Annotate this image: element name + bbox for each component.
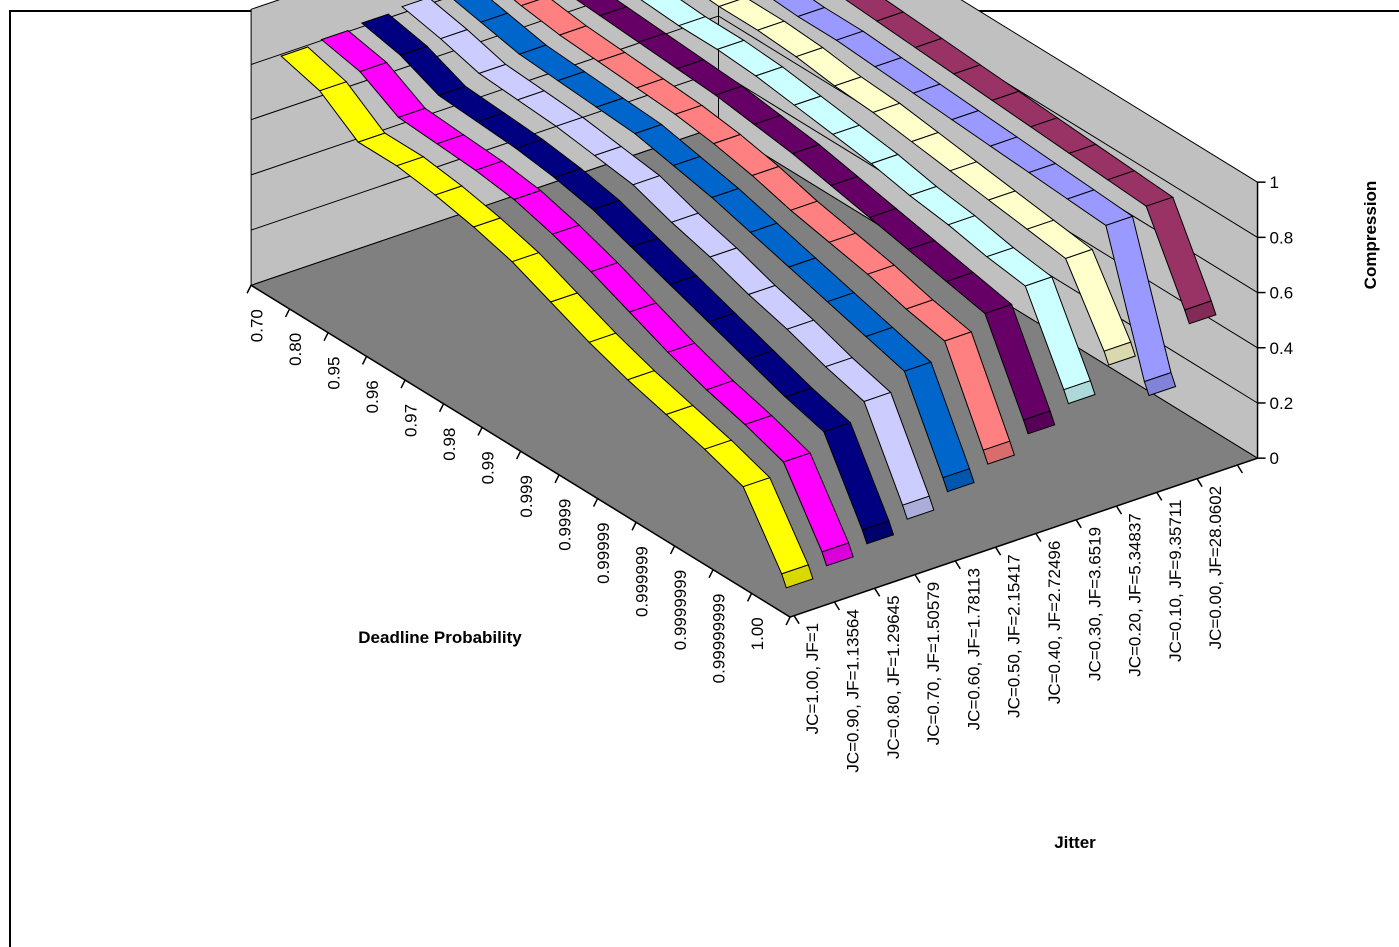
series-ribbon (708, 0, 1136, 366)
series-axis (789, 457, 1258, 618)
series-tick (1115, 505, 1123, 515)
series-tick (1156, 492, 1163, 501)
ribbon-cap (942, 468, 975, 493)
series-ribbon (576, 0, 1056, 435)
category-tick (785, 616, 791, 626)
y-axis-title: Compression (1361, 181, 1380, 290)
series-ribbon (453, 0, 975, 493)
series-tick (914, 574, 921, 583)
series-tick (1236, 464, 1244, 474)
series-ribbon (320, 30, 854, 567)
category-tick (669, 545, 676, 555)
value-tick-label: 0.8 (1270, 228, 1294, 247)
ribbon-cap (781, 564, 814, 589)
category-tick-label: 0.99999999 (709, 594, 728, 684)
category-tick-label: 0.97 (401, 404, 420, 437)
category-tick (631, 521, 637, 531)
series-tick (874, 587, 881, 597)
category-tick-label: 1.00 (748, 617, 767, 650)
category-tick-label: 0.99 (478, 451, 497, 484)
category-tick (246, 284, 252, 294)
series-tick (1035, 533, 1042, 542)
category-tick (438, 403, 445, 413)
ribbon-cap (982, 440, 1016, 465)
category-tick (554, 474, 560, 484)
series-ribbon (280, 46, 814, 589)
series-ribbons (280, 0, 1217, 589)
ribbon-cap (1103, 341, 1136, 366)
category-tick (284, 308, 291, 318)
category-tick-label: 0.999999 (632, 546, 651, 617)
category-tick (400, 379, 406, 389)
series-ribbon (845, 0, 1217, 325)
ribbon-cap (821, 542, 854, 567)
series-ribbon (513, 0, 1016, 465)
series-tick (1196, 478, 1203, 488)
axes (246, 181, 1266, 626)
series-tick (994, 546, 1002, 556)
tick-labels: 0 0.2 0.4 0.6 0.8 1 0.70 0.80 0.95 0.96 0.97 0.98 0.… (247, 173, 1293, 773)
series-ribbon (640, 0, 1096, 405)
category-tick-label: 0.99999 (594, 522, 613, 583)
series-tick-label: JC=0.20, JF=5.34837 (1126, 513, 1145, 677)
ribbon-cap (1143, 371, 1177, 397)
category-tick (708, 569, 714, 579)
ribbon-cap (1022, 410, 1056, 435)
series-tick-label: JC=1.00, JF=1 (803, 623, 822, 735)
category-tick-label: 0.98 (440, 428, 459, 461)
category-tick (592, 498, 599, 507)
series-ribbon (772, 0, 1177, 397)
x-axis-title: Deadline Probability (358, 628, 522, 647)
series-ribbon (360, 13, 895, 545)
series-tick (954, 560, 961, 570)
series-tick-label: JC=0.50, JF=2.15417 (1005, 554, 1024, 718)
category-tick-label: 0.96 (363, 380, 382, 413)
category-tick (477, 427, 483, 436)
series-tick (793, 615, 800, 625)
value-tick-label: 0.6 (1270, 284, 1294, 303)
series-tick-label: JC=0.60, JF=1.78113 (964, 568, 983, 730)
category-tick-label: 0.9999999 (671, 570, 690, 650)
value-tick-label: 0.4 (1270, 339, 1294, 358)
category-tick (515, 450, 522, 460)
depth-axis-title: Jitter (1054, 833, 1096, 852)
category-tick (323, 332, 329, 342)
category-tick-label: 0.95 (324, 357, 343, 390)
series-tick (1075, 519, 1082, 529)
value-tick-label: 0.2 (1270, 394, 1294, 413)
category-tick (746, 593, 753, 602)
category-tick-label: 0.9999 (555, 499, 574, 551)
ribbon-cap (1184, 300, 1217, 325)
series-tick-label: JC=0.40, JF=2.72496 (1045, 541, 1064, 705)
ribbon-cap (901, 495, 935, 520)
category-axis (250, 284, 791, 618)
ribbon-cap (1063, 380, 1096, 405)
category-tick-label: 0.80 (286, 333, 305, 366)
category-tick (361, 356, 368, 365)
series-tick-label: JC=0.30, JF=3.6519 (1085, 527, 1104, 681)
category-tick-label: 0.70 (247, 309, 266, 342)
gridline (250, 0, 1258, 238)
series-tick-label: JC=0.10, JF=9.35711 (1166, 500, 1185, 662)
series-ribbon (401, 0, 935, 520)
series-tick-label: JC=0.90, JF=1.13564 (844, 609, 863, 773)
value-tick-label: 0 (1270, 449, 1279, 468)
series-tick (833, 601, 841, 611)
ribbon-cap (861, 520, 895, 545)
category-tick-label: 0.999 (517, 475, 536, 518)
series-tick-label: JC=0.00, JF=28.0602 (1206, 486, 1225, 650)
value-tick-label: 1 (1270, 173, 1279, 192)
series-tick-label: JC=0.80, JF=1.29645 (884, 595, 903, 759)
series-tick-label: JC=0.70, JF=1.50579 (924, 582, 943, 746)
